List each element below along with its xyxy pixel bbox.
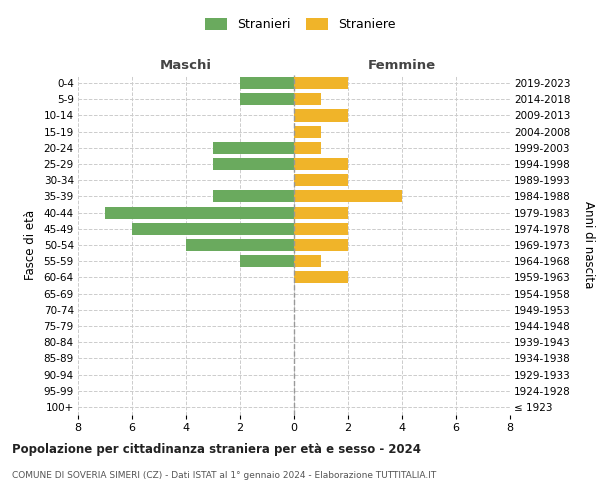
- Text: COMUNE DI SOVERIA SIMERI (CZ) - Dati ISTAT al 1° gennaio 2024 - Elaborazione TUT: COMUNE DI SOVERIA SIMERI (CZ) - Dati IST…: [12, 471, 436, 480]
- Bar: [294, 255, 321, 268]
- Bar: [132, 222, 294, 235]
- Bar: [186, 239, 294, 251]
- Bar: [213, 158, 294, 170]
- Bar: [105, 206, 294, 218]
- Bar: [294, 174, 348, 186]
- Bar: [294, 239, 348, 251]
- Bar: [294, 206, 348, 218]
- Bar: [294, 77, 348, 89]
- Bar: [294, 142, 321, 154]
- Bar: [240, 255, 294, 268]
- Bar: [213, 190, 294, 202]
- Y-axis label: Anni di nascita: Anni di nascita: [582, 202, 595, 288]
- Bar: [240, 93, 294, 106]
- Bar: [294, 272, 348, 283]
- Bar: [294, 158, 348, 170]
- Text: Popolazione per cittadinanza straniera per età e sesso - 2024: Popolazione per cittadinanza straniera p…: [12, 442, 421, 456]
- Bar: [294, 110, 348, 122]
- Legend: Stranieri, Straniere: Stranieri, Straniere: [198, 11, 402, 38]
- Bar: [294, 190, 402, 202]
- Bar: [240, 77, 294, 89]
- Y-axis label: Fasce di età: Fasce di età: [23, 210, 37, 280]
- Bar: [294, 126, 321, 138]
- Bar: [294, 93, 321, 106]
- Text: Maschi: Maschi: [160, 59, 212, 72]
- Bar: [213, 142, 294, 154]
- Text: Femmine: Femmine: [368, 59, 436, 72]
- Bar: [294, 222, 348, 235]
